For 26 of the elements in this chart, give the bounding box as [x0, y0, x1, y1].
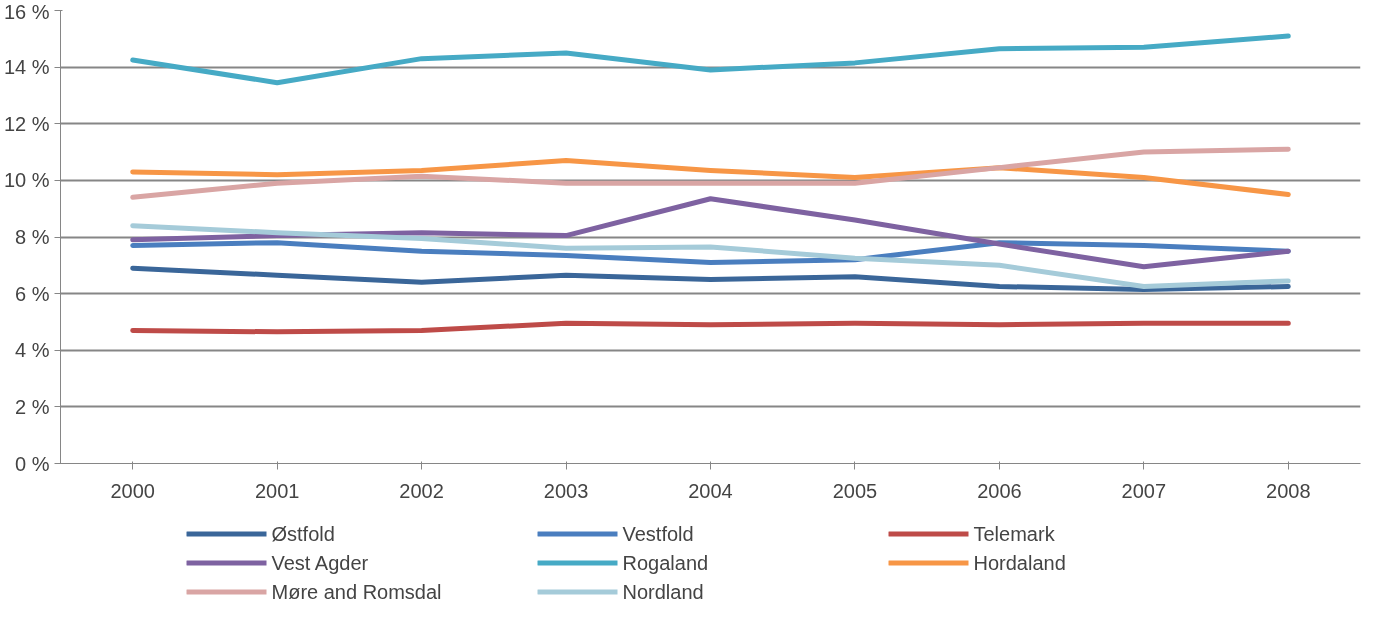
legend-label: Møre and Romsdal [271, 580, 443, 603]
legend-label: Vest Agder [271, 551, 370, 574]
x-tick-label: 2004 [688, 479, 733, 502]
legend-label: Vestfold [622, 522, 695, 545]
x-tick-label: 2000 [110, 479, 155, 502]
x-tick-label: 2005 [832, 479, 878, 502]
x-tick-label: 2001 [254, 479, 300, 502]
y-tick-label: 6 % [15, 282, 50, 305]
x-tick-label: 2002 [399, 479, 444, 502]
legend-label: Hordaland [973, 551, 1067, 574]
x-tick-label: 2008 [1266, 479, 1311, 502]
y-tick-label: 0 % [15, 452, 50, 475]
y-tick-label: 12 % [3, 112, 50, 135]
y-tick-label: 10 % [3, 169, 50, 192]
legend-label: Østfold [271, 522, 336, 545]
x-tick-label: 2006 [977, 479, 1022, 502]
legend-label: Rogaland [622, 551, 710, 574]
y-tick-label: 8 % [15, 226, 50, 248]
legend-label: Nordland [622, 580, 705, 603]
legend-label: Telemark [973, 522, 1056, 545]
x-tick-label: 2007 [1121, 479, 1167, 502]
y-tick-label: 14 % [3, 56, 50, 79]
y-tick-label: 2 % [15, 395, 50, 418]
y-tick-label: 4 % [15, 339, 50, 362]
x-tick-label: 2003 [543, 479, 589, 502]
y-tick-label: 16 % [3, 0, 50, 23]
